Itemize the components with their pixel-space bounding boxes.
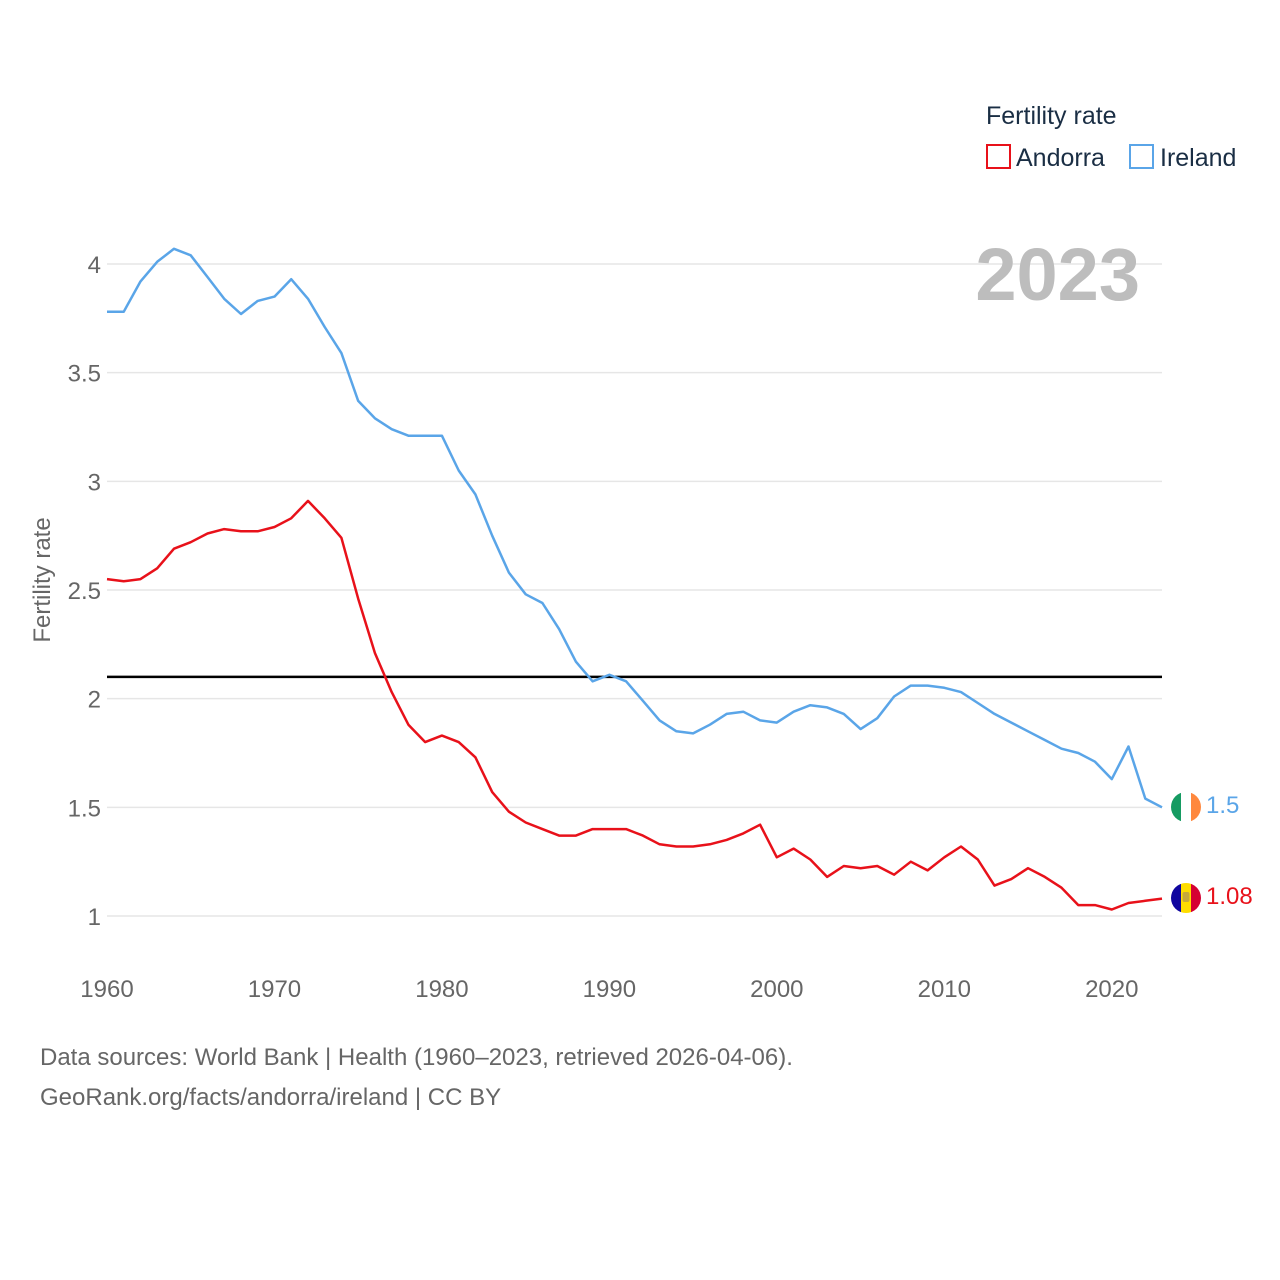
legend-item-andorra[interactable]: Andorra xyxy=(986,144,1105,172)
y-tick-label: 2.5 xyxy=(68,578,101,605)
credit-line: GeoRank.org/facts/andorra/ireland | CC B… xyxy=(40,1084,502,1111)
end-value-label-ireland: 1.5 xyxy=(1206,792,1239,819)
end-value-label-andorra: 1.08 xyxy=(1206,883,1253,910)
series-line-ireland[interactable] xyxy=(107,247,1163,809)
legend-swatch-andorra xyxy=(986,144,1011,169)
series-lines xyxy=(106,247,1163,911)
ireland-flag-icon xyxy=(1171,792,1201,822)
y-tick-label: 2 xyxy=(88,687,101,714)
data-source-note: Data sources: World Bank | Health (1960–… xyxy=(40,1044,793,1071)
x-tick-label: 2010 xyxy=(918,976,971,1003)
x-tick-label: 1960 xyxy=(80,976,133,1003)
legend: Fertility rate Andorra Ireland xyxy=(986,102,1236,172)
y-tick-label: 3 xyxy=(88,469,101,496)
x-axis-tick-labels: 1960 1970 1980 1990 2000 2010 2020 xyxy=(80,976,1138,1003)
y-axis-tick-labels: 1 1.5 2 2.5 3 3.5 4 xyxy=(68,252,101,931)
x-tick-label: 2000 xyxy=(750,976,803,1003)
y-tick-label: 1 xyxy=(88,904,101,931)
y-tick-label: 4 xyxy=(88,252,101,279)
legend-label-ireland: Ireland xyxy=(1160,144,1236,172)
legend-title: Fertility rate xyxy=(986,102,1117,130)
x-tick-label: 1980 xyxy=(415,976,468,1003)
y-tick-label: 3.5 xyxy=(68,361,101,388)
series-line-andorra[interactable] xyxy=(106,499,1163,911)
legend-item-ireland[interactable]: Ireland xyxy=(1129,144,1236,172)
legend-swatch-ireland xyxy=(1129,144,1154,169)
x-tick-label: 2020 xyxy=(1085,976,1138,1003)
year-label: 2023 xyxy=(975,233,1140,316)
andorra-flag-icon xyxy=(1171,883,1201,913)
x-tick-label: 1990 xyxy=(583,976,636,1003)
x-tick-label: 1970 xyxy=(248,976,301,1003)
y-axis-title: Fertility rate xyxy=(29,517,56,642)
legend-label-andorra: Andorra xyxy=(1016,144,1105,172)
grid-lines xyxy=(107,263,1162,917)
y-tick-label: 1.5 xyxy=(68,795,101,822)
